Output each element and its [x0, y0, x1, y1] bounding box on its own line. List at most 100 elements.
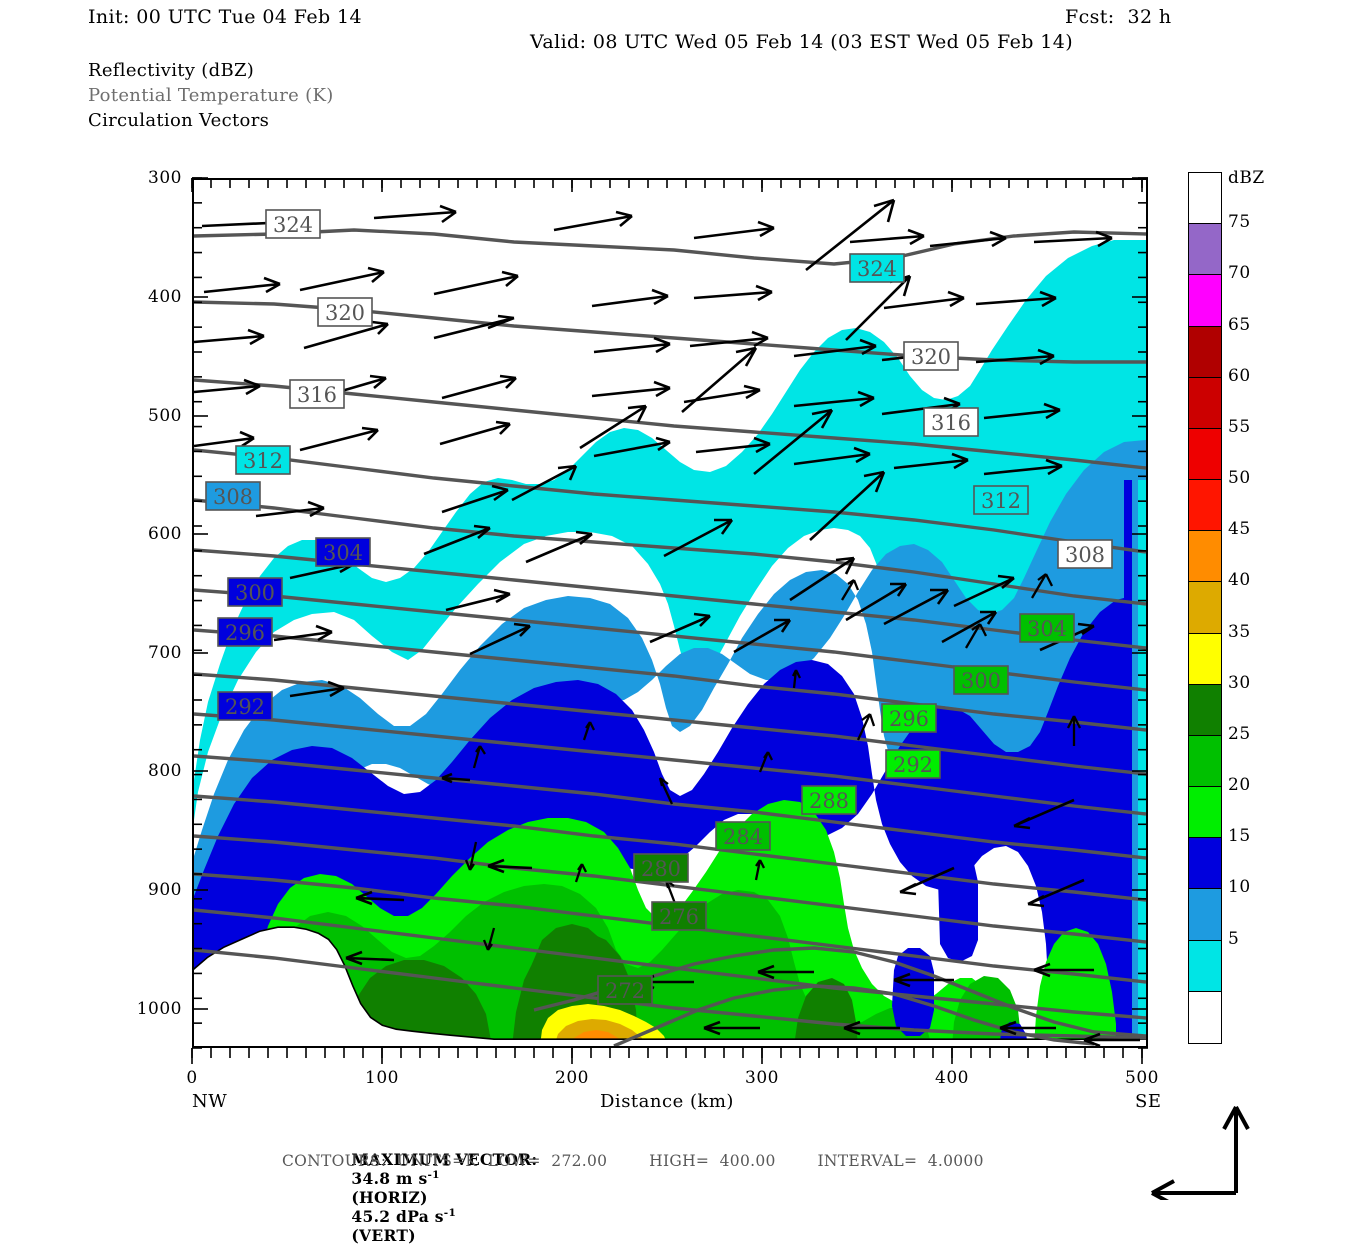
max-vector-caption: MAXIMUM VECTOR: 34.8 m s-1 (HORIZ) 45.2 … [340, 1131, 537, 1245]
x-tick-500: 500 [1125, 1068, 1159, 1088]
svg-text:284: 284 [723, 825, 763, 849]
colorbar-band-25 [1189, 735, 1221, 788]
colorbar-band-5 [1189, 940, 1221, 992]
colorbar-band-0 [1189, 991, 1221, 1043]
circulation-vectors [194, 198, 1140, 1046]
svg-text:300: 300 [961, 669, 1001, 693]
colorbar-band-50 [1189, 480, 1221, 532]
svg-text:316: 316 [297, 383, 337, 407]
vector-legend-vertical-arrow [1222, 1106, 1250, 1193]
svg-text:312: 312 [981, 489, 1021, 513]
colorbar-band-15 [1189, 838, 1221, 890]
colorbar-tick-25: 25 [1228, 723, 1251, 744]
colorbar-band-20 [1189, 787, 1221, 839]
reflectivity-colorbar [1188, 172, 1222, 1044]
x-tick-400: 400 [935, 1068, 969, 1088]
colorbar-band-60 [1189, 377, 1221, 429]
cross-section-plot: 324 320 316 312 308 304 300 296 292 324 … [192, 178, 1148, 1048]
colorbar-tick-20: 20 [1228, 775, 1251, 796]
max-vector-label: MAXIMUM VECTOR: [351, 1150, 538, 1169]
svg-text:308: 308 [1065, 543, 1105, 567]
field-label-reflectivity: Reflectivity (dBZ) [88, 60, 255, 81]
x-tick-300: 300 [745, 1068, 779, 1088]
svg-text:324: 324 [273, 213, 313, 237]
colorbar-tick-60: 60 [1228, 365, 1251, 386]
colorbar-tick-30: 30 [1228, 672, 1251, 693]
svg-text:312: 312 [243, 449, 283, 473]
colorbar-tick-5: 5 [1228, 928, 1240, 949]
forecast-hour-label: Fcst: 32 h [1065, 6, 1172, 28]
contours-caption: CONTOURS: UNITS=K LOW= 272.00 HIGH= 400.… [282, 1152, 984, 1170]
svg-text:308: 308 [213, 485, 253, 509]
y-tick-1000: 1000 [136, 999, 182, 1019]
max-vector-vert-tag: (VERT) [351, 1226, 416, 1245]
x-axis-title: Distance (km) [600, 1091, 734, 1112]
y-tick-300: 300 [148, 168, 182, 188]
y-tick-400: 400 [148, 287, 182, 307]
vert-exponent: -1 [443, 1207, 457, 1220]
y-tick-800: 800 [148, 761, 182, 781]
y-tick-700: 700 [148, 643, 182, 663]
max-vector-horiz-tag: (HORIZ) [351, 1188, 428, 1208]
valid-time-label: Valid: 08 UTC Wed 05 Feb 14 (03 EST Wed … [530, 31, 1074, 53]
colorbar-tick-65: 65 [1228, 314, 1251, 335]
y-tick-500: 500 [148, 406, 182, 426]
cross-section-canvas: 324 320 316 312 308 304 300 296 292 324 … [194, 180, 1146, 1046]
max-vector-vert: 45.2 dPa s [351, 1207, 444, 1227]
svg-text:324: 324 [857, 257, 897, 281]
terrain-fill [194, 928, 1146, 1046]
colorbar-band-40 [1189, 582, 1221, 634]
field-label-theta: Potential Temperature (K) [88, 85, 334, 106]
colorbar-band-35 [1189, 633, 1221, 685]
colorbar-band-55 [1189, 428, 1221, 481]
svg-text:296: 296 [889, 707, 929, 731]
colorbar-band-10 [1189, 889, 1221, 941]
x-tick-0: 0 [186, 1068, 198, 1088]
colorbar-band-70 [1189, 275, 1221, 327]
svg-text:304: 304 [1027, 617, 1067, 641]
svg-text:320: 320 [911, 345, 951, 369]
x-tick-100: 100 [365, 1068, 399, 1088]
colorbar-band-80 [1189, 173, 1221, 225]
colorbar-units: dBZ [1228, 168, 1265, 188]
refl-band-10 [194, 440, 1146, 1046]
vector-legend-horizontal-arrow [1151, 1179, 1236, 1200]
y-tick-900: 900 [148, 880, 182, 900]
colorbar-band-45 [1189, 531, 1221, 583]
refl-right-edge-strips [1116, 480, 1146, 1046]
colorbar-tick-10: 10 [1228, 877, 1251, 898]
colorbar-band-65 [1189, 326, 1221, 378]
svg-text:320: 320 [325, 301, 365, 325]
colorbar-tick-70: 70 [1228, 263, 1251, 284]
colorbar-tick-50: 50 [1228, 468, 1251, 489]
svg-text:292: 292 [893, 753, 933, 777]
x-endpoint-nw: NW [192, 1091, 228, 1112]
svg-text:276: 276 [659, 905, 699, 929]
svg-text:272: 272 [605, 979, 645, 1003]
field-label-vectors: Circulation Vectors [88, 110, 270, 131]
colorbar-tick-55: 55 [1228, 416, 1251, 437]
init-time-label: Init: 00 UTC Tue 04 Feb 14 [88, 6, 362, 28]
x-tick-200: 200 [555, 1068, 589, 1088]
horiz-exponent: -1 [427, 1169, 440, 1181]
colorbar-tick-75: 75 [1228, 212, 1251, 233]
colorbar-tick-40: 40 [1228, 570, 1251, 591]
colorbar-tick-35: 35 [1228, 621, 1251, 642]
svg-text:300: 300 [235, 581, 275, 605]
svg-text:292: 292 [225, 695, 265, 719]
max-vector-horiz: 34.8 m s [351, 1169, 428, 1189]
svg-text:304: 304 [323, 541, 363, 565]
y-tick-600: 600 [148, 524, 182, 544]
svg-text:316: 316 [931, 411, 971, 435]
colorbar-band-30 [1189, 684, 1221, 736]
theta-contour-labels: 324 320 316 312 308 304 300 296 292 324 … [205, 209, 1113, 1005]
svg-text:288: 288 [809, 789, 849, 813]
colorbar-tick-15: 15 [1228, 826, 1251, 847]
colorbar-tick-45: 45 [1228, 519, 1251, 540]
vector-scale-legend [1151, 1106, 1250, 1200]
svg-text:296: 296 [225, 621, 265, 645]
colorbar-band-75 [1189, 224, 1221, 276]
refl-band-5 [194, 240, 1146, 1046]
svg-text:280: 280 [641, 857, 681, 881]
x-endpoint-se: SE [1135, 1091, 1162, 1112]
